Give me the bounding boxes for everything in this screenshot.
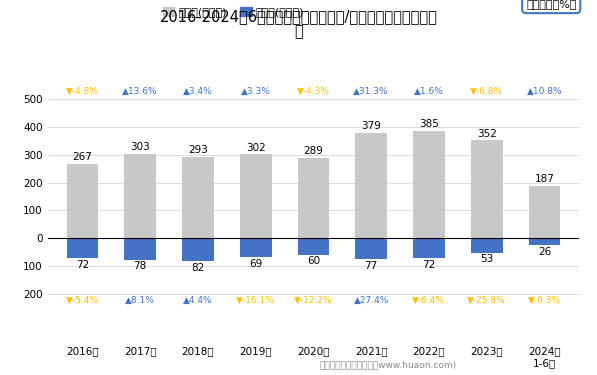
- Text: 302: 302: [246, 142, 266, 153]
- Text: 293: 293: [188, 145, 208, 155]
- Text: 60: 60: [307, 256, 320, 266]
- Bar: [182, 157, 214, 238]
- Bar: [297, 238, 330, 255]
- Bar: [66, 238, 99, 258]
- Text: ▲27.4%: ▲27.4%: [353, 296, 389, 305]
- Text: 制图：华经产业研究院（www.huaon.com): 制图：华经产业研究院（www.huaon.com): [319, 360, 457, 369]
- Text: ▲31.3%: ▲31.3%: [353, 87, 389, 96]
- Text: 26: 26: [538, 247, 551, 257]
- Text: 53: 53: [480, 255, 493, 264]
- Text: ▲1.6%: ▲1.6%: [414, 87, 444, 96]
- Legend: 出口额(亿美元), 进口额(亿美元): 出口额(亿美元), 进口额(亿美元): [159, 3, 309, 21]
- Text: ▼-25.8%: ▼-25.8%: [467, 296, 506, 305]
- Text: 352: 352: [477, 129, 497, 139]
- Text: 69: 69: [249, 259, 262, 269]
- Text: 72: 72: [76, 260, 89, 270]
- Text: ▼-6.8%: ▼-6.8%: [470, 87, 503, 96]
- Bar: [413, 238, 445, 258]
- Bar: [528, 238, 561, 245]
- Text: 267: 267: [72, 152, 93, 162]
- Text: ▼-6.4%: ▼-6.4%: [413, 296, 445, 305]
- Text: 385: 385: [419, 120, 439, 129]
- Text: ▲4.4%: ▲4.4%: [183, 296, 213, 305]
- Text: 计: 计: [294, 24, 303, 39]
- Text: 2016-2024年6月中山市（境内目的地/货源地）进、出口额统: 2016-2024年6月中山市（境内目的地/货源地）进、出口额统: [159, 9, 438, 24]
- Text: 187: 187: [534, 174, 555, 184]
- Bar: [471, 238, 503, 253]
- Bar: [297, 158, 330, 238]
- Text: ▼-4.8%: ▼-4.8%: [66, 87, 99, 96]
- Text: 72: 72: [422, 260, 436, 270]
- Bar: [124, 154, 156, 238]
- Text: ▼-5.4%: ▼-5.4%: [66, 296, 99, 305]
- Bar: [471, 140, 503, 238]
- Bar: [124, 238, 156, 260]
- Text: 303: 303: [130, 142, 150, 152]
- Text: ▲13.6%: ▲13.6%: [122, 87, 158, 96]
- Text: ▲8.1%: ▲8.1%: [125, 296, 155, 305]
- Bar: [66, 164, 99, 238]
- Bar: [355, 238, 387, 260]
- Bar: [182, 238, 214, 261]
- Text: ▼-12.2%: ▼-12.2%: [294, 296, 333, 305]
- Text: ▼-4.3%: ▼-4.3%: [297, 87, 330, 96]
- Bar: [528, 186, 561, 238]
- Bar: [355, 133, 387, 238]
- Text: 77: 77: [365, 261, 378, 271]
- Text: 82: 82: [191, 262, 205, 273]
- Bar: [413, 131, 445, 238]
- Text: ▲3.3%: ▲3.3%: [241, 87, 270, 96]
- Bar: [240, 154, 272, 238]
- Text: 289: 289: [303, 146, 324, 156]
- Text: ▲10.8%: ▲10.8%: [527, 87, 562, 96]
- Text: 同比增速（%）: 同比增速（%）: [526, 0, 577, 9]
- Text: ▼-0.3%: ▼-0.3%: [528, 296, 561, 305]
- Text: ▲3.4%: ▲3.4%: [183, 87, 213, 96]
- Text: 379: 379: [361, 121, 381, 131]
- Bar: [240, 238, 272, 257]
- Text: ▼-16.1%: ▼-16.1%: [236, 296, 275, 305]
- Text: 78: 78: [134, 261, 147, 272]
